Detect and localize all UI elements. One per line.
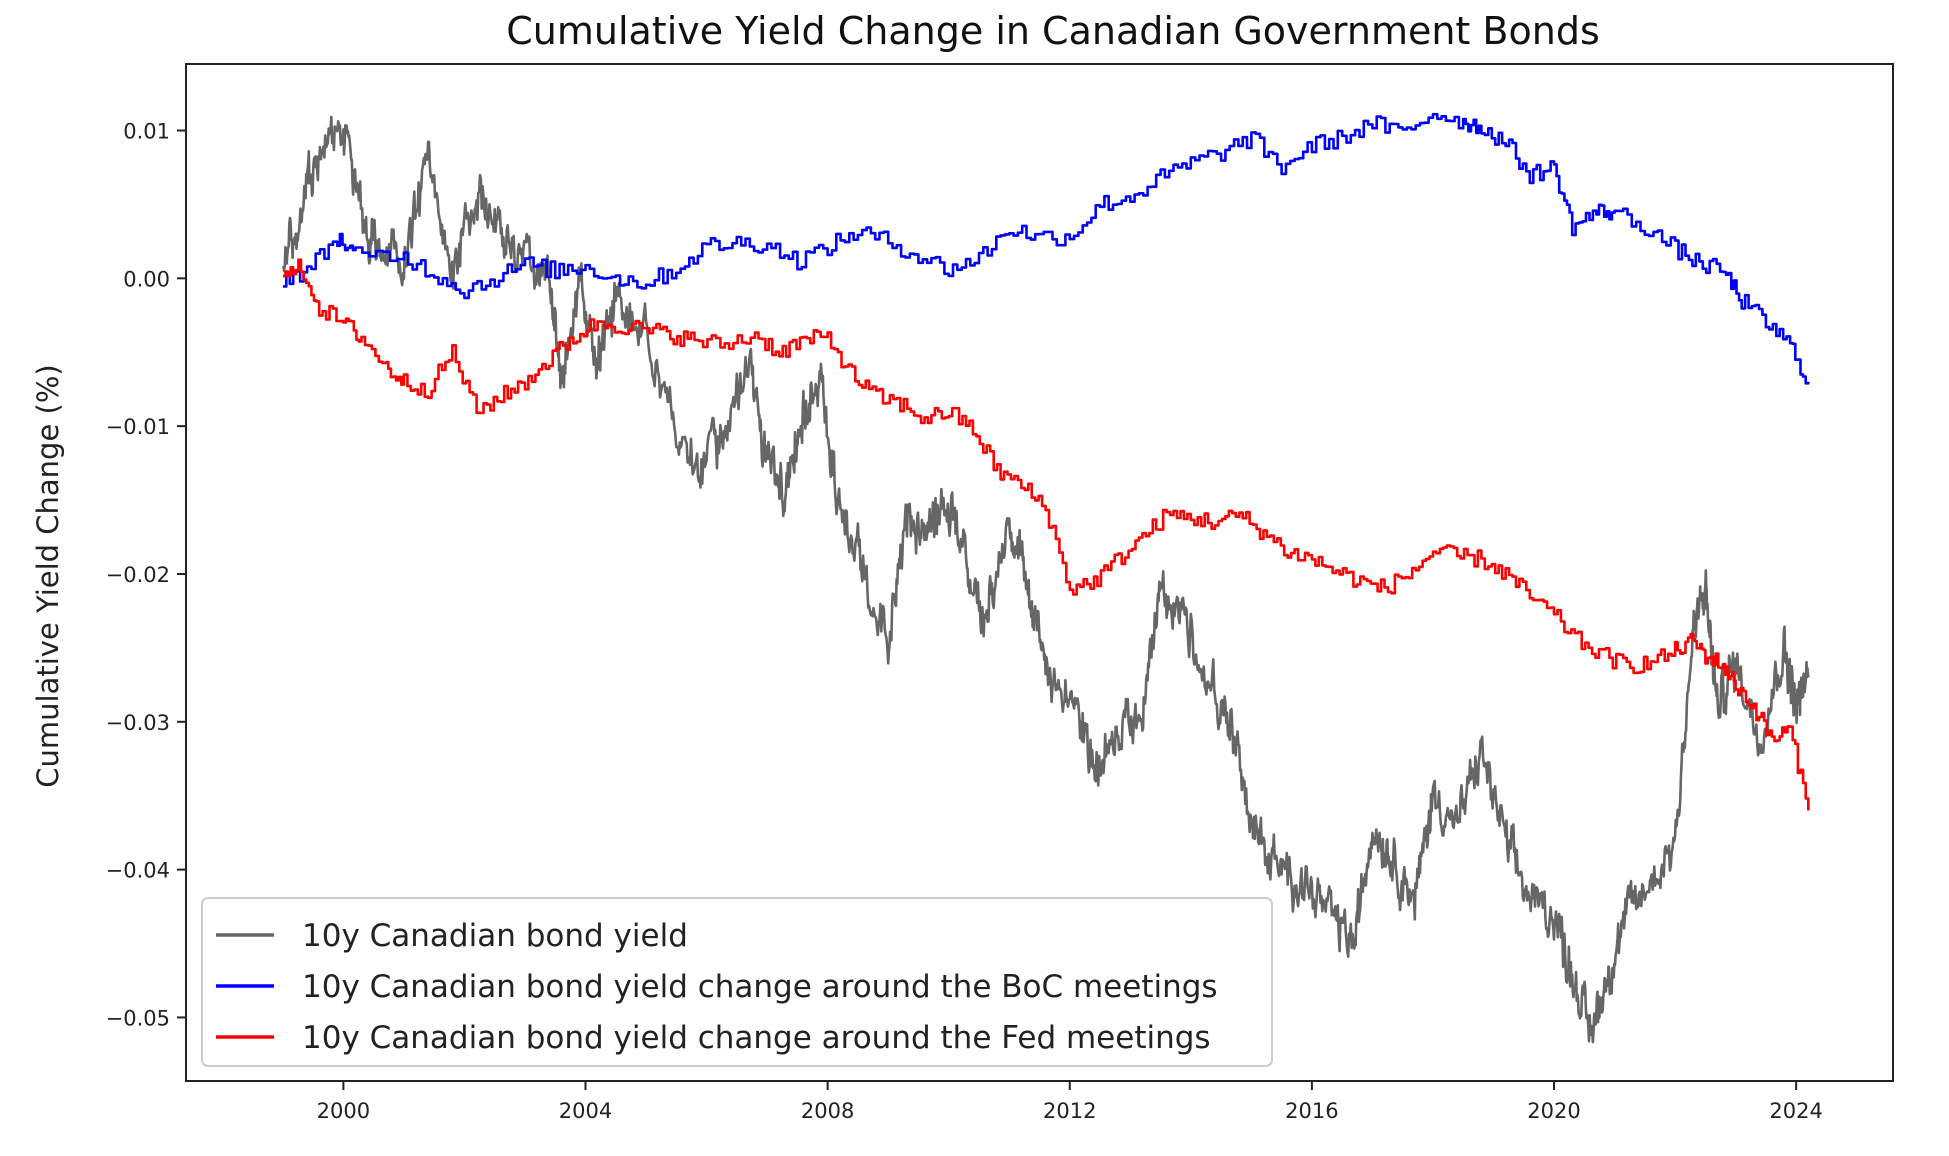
x-tick-label: 2000 [317, 1099, 370, 1123]
x-tick-label: 2008 [801, 1099, 854, 1123]
y-tick-label: −0.05 [106, 1006, 170, 1030]
y-tick-label: 0.01 [123, 120, 170, 144]
series-line-2 [282, 258, 1810, 811]
x-tick-label: 2020 [1527, 1099, 1580, 1123]
x-tick-label: 2024 [1769, 1099, 1822, 1123]
y-tick-label: −0.02 [106, 563, 170, 587]
legend-label: 10y Canadian bond yield [302, 918, 688, 954]
plot-frame [185, 63, 1894, 1082]
chart-title: Cumulative Yield Change in Canadian Gove… [506, 9, 1600, 53]
legend-box [201, 897, 1273, 1067]
legend-label: 10y Canadian bond yield change around th… [302, 969, 1218, 1005]
tick-layer: 2000 2004 2008 2012 2016 2020 2024 0.01 0.00 −0.0… [106, 120, 1823, 1123]
x-tick-label: 2012 [1043, 1099, 1096, 1123]
x-tick-label: 2016 [1285, 1099, 1338, 1123]
series-line-1 [282, 112, 1810, 385]
series-layer [281, 112, 1810, 1044]
y-tick-label: −0.04 [106, 859, 170, 883]
y-tick-label: 0.00 [123, 267, 170, 291]
y-tick-label: −0.01 [106, 415, 170, 439]
y-tick-label: −0.03 [106, 711, 170, 735]
legend-label: 10y Canadian bond yield change around th… [302, 1020, 1211, 1056]
series-line-0 [281, 115, 1810, 1044]
y-axis-label: Cumulative Yield Change (%) [31, 364, 65, 787]
x-tick-label: 2004 [559, 1099, 612, 1123]
legend: 10y Canadian bond yield 10y Canadian bond… [201, 897, 1273, 1067]
